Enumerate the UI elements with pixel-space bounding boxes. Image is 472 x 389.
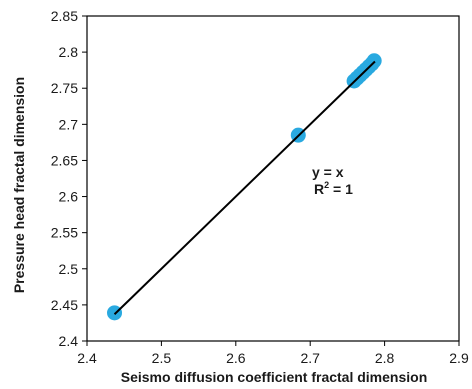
y-tick-label: 2.7 xyxy=(59,116,79,132)
ticks: 2.4 2.5 2.6 2.7 2.8 2.9 2.4 2.45 2.5 2.55 2.6 2.65 2… xyxy=(51,8,469,366)
y-tick-label: 2.5 xyxy=(59,261,79,277)
x-tick-label: 2.5 xyxy=(152,350,172,366)
y-tick-label: 2.4 xyxy=(59,333,79,349)
x-tick-label: 2.4 xyxy=(77,350,97,366)
y-tick-label: 2.65 xyxy=(51,152,78,168)
x-axis-title: Seismo diffusion coefficient fractal dim… xyxy=(121,369,428,385)
trendline xyxy=(113,60,376,315)
x-tick-label: 2.7 xyxy=(300,350,320,366)
axes xyxy=(86,15,460,342)
r-squared-symbol: R xyxy=(314,181,324,197)
y-tick-label: 2.6 xyxy=(59,189,79,205)
data-point xyxy=(107,305,123,321)
trendline-group xyxy=(113,60,376,315)
r-squared-superscript: 2 xyxy=(324,180,329,190)
x-tick-label: 2.9 xyxy=(449,350,469,366)
trendline-equation: y = x xyxy=(312,164,344,180)
y-axis-title: Pressure head fractal dimension xyxy=(11,77,27,293)
y-tick-label: 2.8 xyxy=(59,44,79,60)
y-tick-label: 2.45 xyxy=(51,297,78,313)
x-tick-label: 2.8 xyxy=(375,350,395,366)
y-tick-label: 2.75 xyxy=(51,80,78,96)
y-tick-label: 2.55 xyxy=(51,225,78,241)
r-squared-label: R2 = 1 xyxy=(314,180,353,197)
r-squared-value: = 1 xyxy=(329,181,353,197)
plot-area-border xyxy=(86,15,460,342)
x-tick-label: 2.6 xyxy=(226,350,246,366)
y-tick-label: 2.85 xyxy=(51,8,78,24)
